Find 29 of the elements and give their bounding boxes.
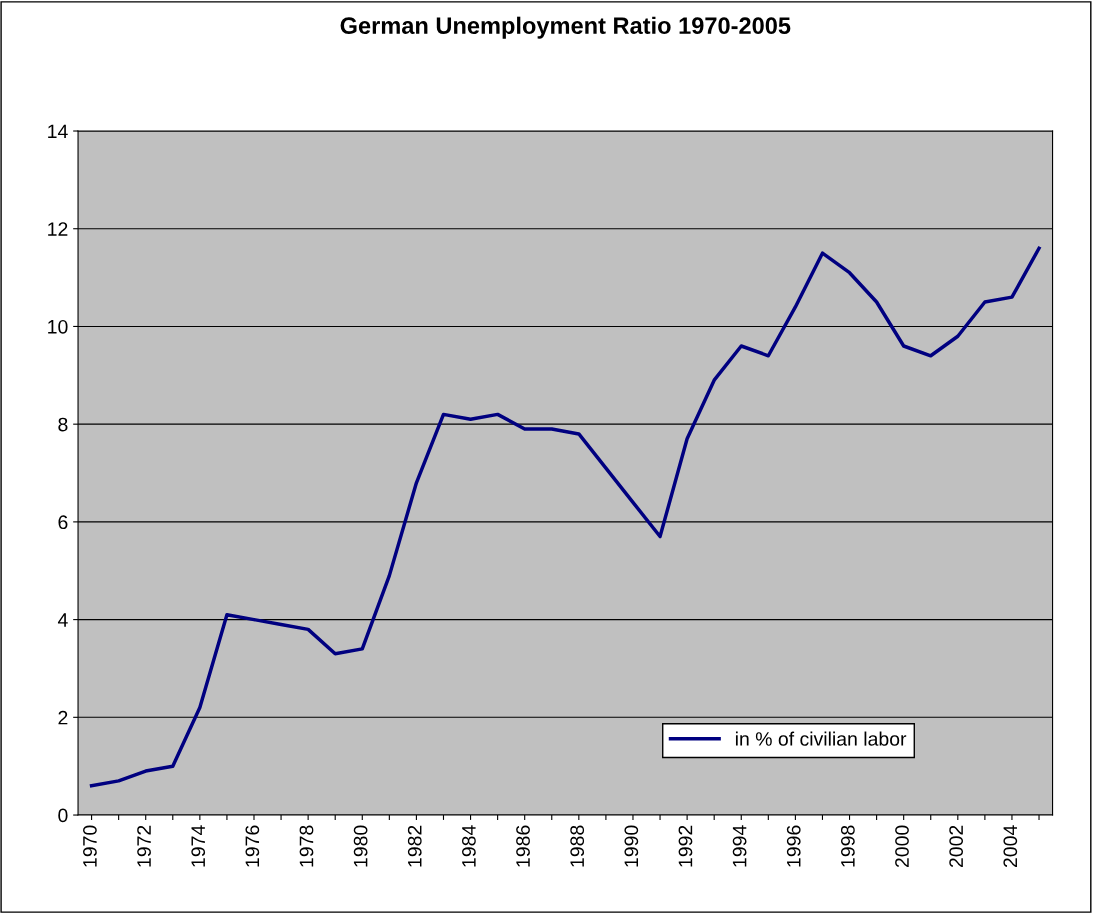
x-tick-label: 1988 bbox=[570, 825, 585, 867]
y-tick-label: 4 bbox=[57, 613, 68, 627]
x-tick-label: 1984 bbox=[462, 825, 476, 867]
x-tick-label: 1978 bbox=[299, 825, 314, 867]
y-tick-label: 12 bbox=[48, 222, 68, 236]
y-tick-label: 0 bbox=[58, 808, 68, 823]
x-tick-label: 1996 bbox=[786, 825, 801, 867]
x-tick-label: 2004 bbox=[1003, 825, 1018, 868]
line-series bbox=[89, 246, 1041, 788]
x-tick-label: 1994 bbox=[732, 825, 747, 867]
x-tick-label: 1990 bbox=[624, 825, 639, 867]
legend-label: in % of civilian labor bbox=[735, 731, 907, 746]
x-tick-label: 1976 bbox=[245, 825, 260, 867]
x-tick-label: 2002 bbox=[949, 825, 964, 868]
x-tick-label: 1972 bbox=[137, 825, 151, 867]
x-tick-label: 1982 bbox=[407, 825, 422, 867]
y-tick-label: 14 bbox=[48, 124, 68, 139]
chart-title: German Unemployment Ratio 1970-2005 bbox=[340, 16, 791, 39]
x-tick-label: 1992 bbox=[678, 825, 693, 867]
y-tick-label: 8 bbox=[58, 417, 68, 432]
x-tick-label: 1970 bbox=[83, 825, 97, 867]
x-tick-label: 1998 bbox=[840, 825, 855, 867]
y-tick-label: 6 bbox=[58, 515, 68, 530]
x-tick-label: 1980 bbox=[353, 825, 368, 867]
y-tick-label: 10 bbox=[48, 319, 68, 334]
x-tick-label: 2000 bbox=[895, 825, 909, 868]
x-tick-label: 1974 bbox=[191, 825, 206, 867]
x-tick-label: 1986 bbox=[516, 825, 530, 867]
y-tick-label: 2 bbox=[58, 710, 68, 725]
